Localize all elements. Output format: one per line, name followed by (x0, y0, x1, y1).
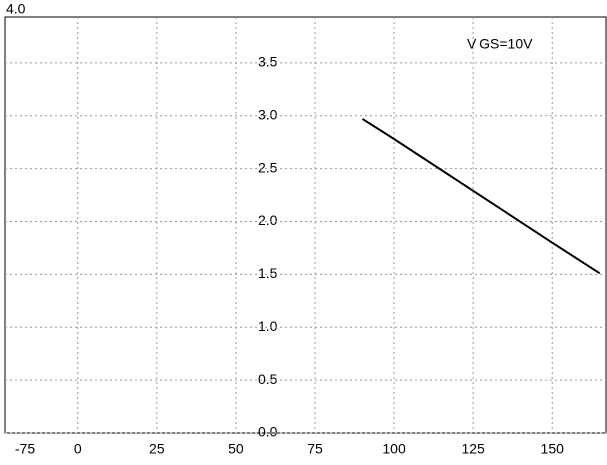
annotation: V GS=10V (467, 36, 533, 52)
data-line (361, 118, 601, 275)
y-tick-label: 0.0 (258, 424, 278, 440)
x-tick-label: 100 (382, 441, 406, 457)
annotation: -75 (15, 441, 35, 457)
x-tick-label: 150 (541, 441, 565, 457)
y-tick-label: 3.0 (258, 106, 278, 122)
x-tick-label: 25 (149, 441, 165, 457)
x-tick-label: 75 (307, 441, 323, 457)
x-tick-label: 125 (461, 441, 485, 457)
y-tick-label: 2.0 (258, 212, 278, 228)
y-tick-label: 0.5 (258, 371, 278, 387)
y-tick-label: 4.0 (6, 1, 26, 17)
y-tick-label: 1.5 (258, 265, 278, 281)
plot-frame (4, 16, 607, 434)
x-tick-label: 50 (228, 441, 244, 457)
y-tick-label: 3.5 (258, 54, 278, 70)
y-tick-label: 1.0 (258, 318, 278, 334)
x-tick-label: 0 (74, 441, 82, 457)
y-tick-label: 2.5 (258, 159, 278, 175)
